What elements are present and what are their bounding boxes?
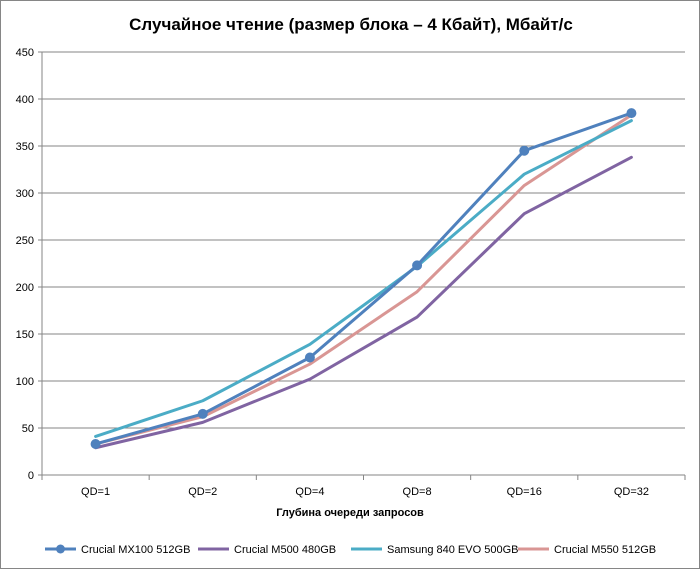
y-tick-label: 0 <box>28 470 34 482</box>
x-tick-label: QD=2 <box>188 486 217 498</box>
series-1 <box>94 155 633 450</box>
x-tick-label: QD=16 <box>507 486 542 498</box>
y-tick-label: 400 <box>16 94 34 106</box>
data-point <box>304 352 315 363</box>
series-line <box>94 113 633 446</box>
x-tick-label: QD=4 <box>295 486 324 498</box>
y-tick-label: 300 <box>16 188 34 200</box>
series-line <box>94 111 633 446</box>
chart-title: Случайное чтение (размер блока – 4 Кбайт… <box>129 15 573 34</box>
axis-layer: 0 50 100 150 200 250 300 350 400 450 QD=1 QD=2 QD=4 Q… <box>16 47 686 498</box>
legend-label: Samsung 840 EVO 500GB <box>387 544 518 556</box>
legend: Crucial MX100 512GB Crucial M500 480GB Sam… <box>45 544 656 556</box>
y-tick-label: 450 <box>16 47 34 59</box>
legend-label: Crucial M500 480GB <box>234 544 336 556</box>
x-tick-label: QD=8 <box>403 486 432 498</box>
y-tick-label: 150 <box>16 329 34 341</box>
data-point <box>90 438 101 449</box>
legend-item: Crucial M550 512GB <box>518 544 656 556</box>
legend-marker <box>56 544 65 554</box>
y-tick-label: 200 <box>16 282 34 294</box>
y-tick-label: 350 <box>16 141 34 153</box>
y-tick-label: 50 <box>22 423 34 435</box>
x-tick-label: QD=32 <box>614 486 649 498</box>
x-tick-label: QD=1 <box>81 486 110 498</box>
data-point <box>519 145 530 156</box>
data-point <box>412 260 423 271</box>
data-point <box>626 108 637 119</box>
y-tick-label: 250 <box>16 235 34 247</box>
legend-item: Crucial M500 480GB <box>198 544 336 556</box>
series-line <box>94 119 633 438</box>
data-point <box>197 408 208 419</box>
grid-layer <box>42 51 685 429</box>
series-2 <box>94 119 633 438</box>
legend-label: Crucial MX100 512GB <box>81 544 190 556</box>
series-0 <box>90 108 637 449</box>
y-tick-label: 100 <box>16 376 34 388</box>
series-line <box>94 155 633 450</box>
legend-item: Samsung 840 EVO 500GB <box>351 544 518 556</box>
series-3 <box>94 113 633 446</box>
x-axis-title: Глубина очереди запросов <box>276 507 424 519</box>
series-layer <box>90 108 637 450</box>
legend-label: Crucial M550 512GB <box>554 544 656 556</box>
legend-item: Crucial MX100 512GB <box>45 544 190 556</box>
